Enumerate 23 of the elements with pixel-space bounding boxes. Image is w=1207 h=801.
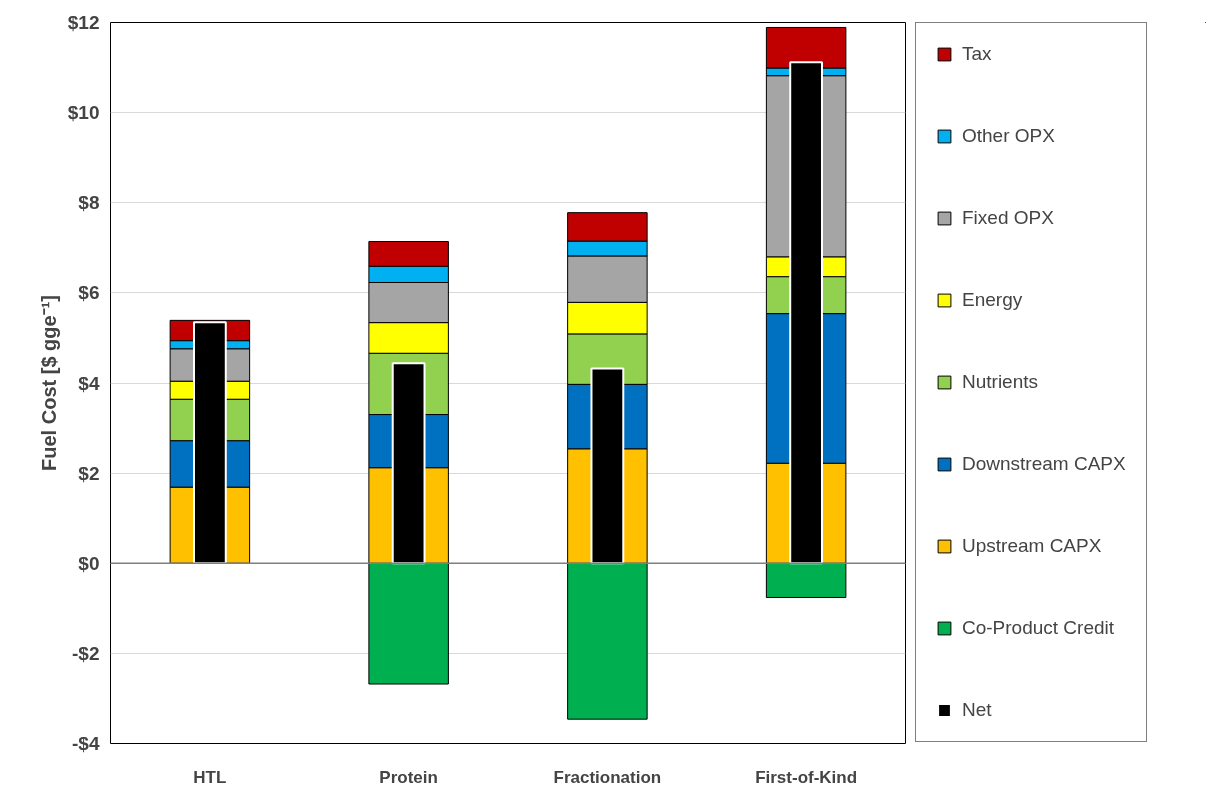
legend-label: Upstream CAPX bbox=[962, 535, 1102, 557]
x-tick-label: First-of-Kind bbox=[755, 767, 858, 787]
y-tick-label: $6 bbox=[78, 282, 100, 304]
legend-label: Other OPX bbox=[962, 125, 1055, 147]
y-tick-label: $0 bbox=[78, 552, 100, 574]
legend-label: Tax bbox=[962, 43, 992, 65]
y-axis-title: Fuel Cost [$ gge⁻¹] bbox=[37, 295, 60, 471]
x-tick-label: Fractionation bbox=[553, 767, 662, 787]
y-tick-label: -$2 bbox=[72, 642, 100, 664]
x-tick-label: Protein bbox=[379, 767, 438, 787]
y-tick-label: $4 bbox=[78, 372, 100, 394]
legend-label: Nutrients bbox=[962, 371, 1039, 393]
legend-label: Co-Product Credit bbox=[962, 617, 1115, 639]
legend-label: Downstream CAPX bbox=[962, 453, 1126, 475]
y-tick-label: -$4 bbox=[72, 733, 100, 754]
y-tick-label: $12 bbox=[67, 12, 100, 33]
legend-label: Net bbox=[962, 699, 992, 721]
y-tick-label: $8 bbox=[78, 192, 100, 214]
legend-label: Energy bbox=[962, 289, 1023, 311]
x-tick-label: HTL bbox=[193, 767, 227, 787]
legend-label: Fixed OPX bbox=[962, 207, 1054, 229]
y-tick-label: $2 bbox=[78, 462, 100, 484]
y-tick-label: $10 bbox=[67, 102, 100, 124]
